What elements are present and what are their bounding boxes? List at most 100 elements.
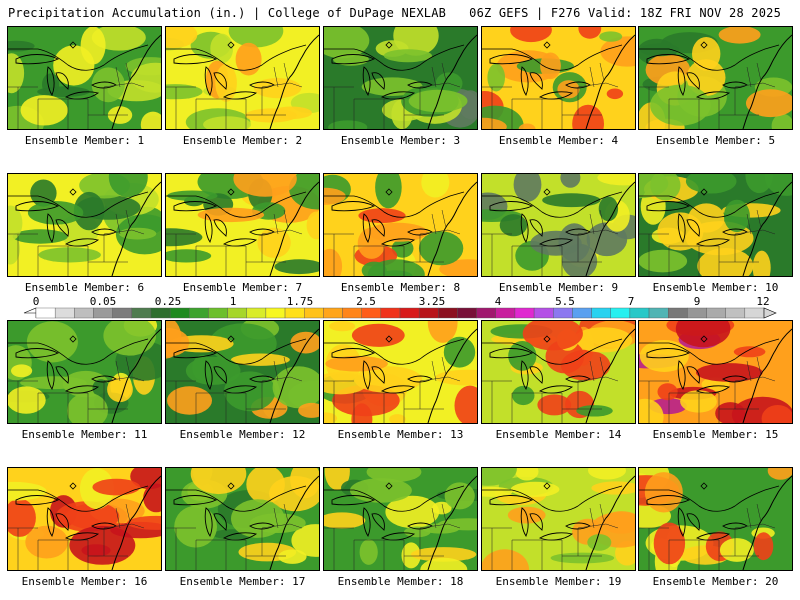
state-border [605, 523, 619, 529]
precip-contour-blob [578, 27, 602, 39]
state-border [115, 213, 121, 235]
precip-map-6 [8, 174, 161, 276]
coastline [585, 475, 635, 570]
precip-contour-blob [432, 501, 452, 515]
precip-contour-blob [233, 174, 297, 197]
great-lake-outline [529, 72, 543, 90]
member-caption-18: Ensemble Member: 18 [337, 575, 464, 588]
precip-contour-blob [389, 414, 406, 423]
great-lake-outline [489, 348, 534, 359]
international-border [166, 191, 307, 218]
international-border [166, 338, 307, 365]
run-valid-time: 06Z GEFS | F276 Valid: 18Z FRI NOV 28 20… [469, 6, 781, 20]
color-scale-legend: 0 0.05 0.25 1 1.75 2.5 3.25 4 5.5 7 9 12 [23, 295, 777, 319]
precip-contour-blob [557, 80, 580, 99]
precip-map-18 [324, 468, 477, 570]
legend-tick-label: 0.05 [90, 295, 117, 308]
map-panel-member-2 [165, 26, 320, 130]
state-border [762, 229, 776, 235]
precip-contour-blob [515, 468, 539, 481]
legend-color-bin [265, 307, 286, 319]
state-border [419, 229, 449, 235]
great-lake-outline [407, 81, 433, 89]
state-border [605, 229, 619, 235]
legend-color-bin [208, 307, 228, 319]
map-panel-member-11 [7, 320, 162, 424]
precip-contour-blob [404, 526, 431, 538]
state-border [283, 209, 289, 229]
great-lake-outline [91, 375, 117, 383]
great-lake-outline [249, 522, 275, 530]
precip-contour-blob [499, 214, 528, 237]
legend-color-bin [284, 307, 305, 319]
precip-map-4 [482, 27, 635, 129]
member-caption-19: Ensemble Member: 19 [495, 575, 622, 588]
legend-tick-label: 1.75 [287, 295, 314, 308]
map-panel-member-7 [165, 173, 320, 277]
precip-contour-blob [73, 191, 105, 231]
precip-contour-blob [67, 392, 108, 423]
state-border [283, 356, 289, 376]
great-lake-outline [91, 228, 117, 236]
state-border [756, 503, 762, 523]
state-border [103, 229, 133, 235]
map-panel-member-1 [7, 26, 162, 130]
state-border [261, 82, 291, 88]
state-border [419, 523, 449, 529]
great-lake-outline [213, 366, 227, 384]
international-border [8, 485, 149, 512]
great-lake-outline [46, 507, 55, 537]
member-caption-11: Ensemble Member: 11 [21, 428, 148, 441]
great-lake-outline [565, 375, 591, 383]
state-border [289, 229, 303, 235]
coastline [427, 34, 477, 129]
precip-contour-blob [573, 327, 633, 353]
member-caption-3: Ensemble Member: 3 [340, 134, 461, 147]
coastline [585, 328, 635, 423]
legend-color-bin [131, 307, 152, 319]
precip-contour-blob [510, 481, 560, 497]
state-border [431, 66, 437, 88]
coastline [269, 475, 319, 570]
great-lake-outline [91, 522, 117, 530]
precip-map-1 [8, 27, 161, 129]
precip-contour-blob [246, 468, 285, 504]
precip-contour-blob [290, 468, 319, 499]
state-border [115, 66, 121, 88]
international-border [324, 44, 465, 71]
precip-contour-blob [228, 27, 284, 48]
precip-contour-blob [685, 174, 737, 194]
legend-color-bin [323, 307, 343, 319]
precip-contour-blob [644, 472, 683, 513]
great-lake-outline [520, 66, 529, 96]
state-border [734, 376, 764, 382]
precip-contour-blob [753, 532, 774, 561]
great-lake-outline [565, 81, 591, 89]
international-border [8, 338, 149, 365]
great-lake-outline [722, 228, 748, 236]
precip-contour-blob [761, 405, 792, 423]
legend-color-bin [150, 307, 171, 319]
precip-contour-blob [55, 501, 120, 532]
precip-contour-blob [385, 495, 440, 529]
precip-contour-blob [167, 386, 212, 415]
legend-color-bin [361, 307, 382, 319]
state-border [447, 229, 461, 235]
great-lake-outline [371, 513, 385, 531]
precip-contour-blob [696, 363, 763, 382]
precip-contour-blob [587, 534, 612, 551]
legend-color-bin [476, 307, 496, 319]
map-panel-member-8 [323, 173, 478, 277]
state-border [577, 229, 607, 235]
precip-contour-blob [271, 106, 312, 120]
legend-right-arrow [763, 307, 777, 319]
legend-color-bin [629, 307, 650, 319]
legend-tick-label: 2.5 [356, 295, 376, 308]
great-lake-outline [362, 360, 371, 390]
precip-contour-blob [771, 113, 792, 129]
great-lake-outline [686, 72, 700, 90]
great-lake-outline [520, 213, 529, 243]
state-border [115, 507, 121, 529]
map-panel-member-14 [481, 320, 636, 424]
legend-tick-label: 0.25 [155, 295, 182, 308]
